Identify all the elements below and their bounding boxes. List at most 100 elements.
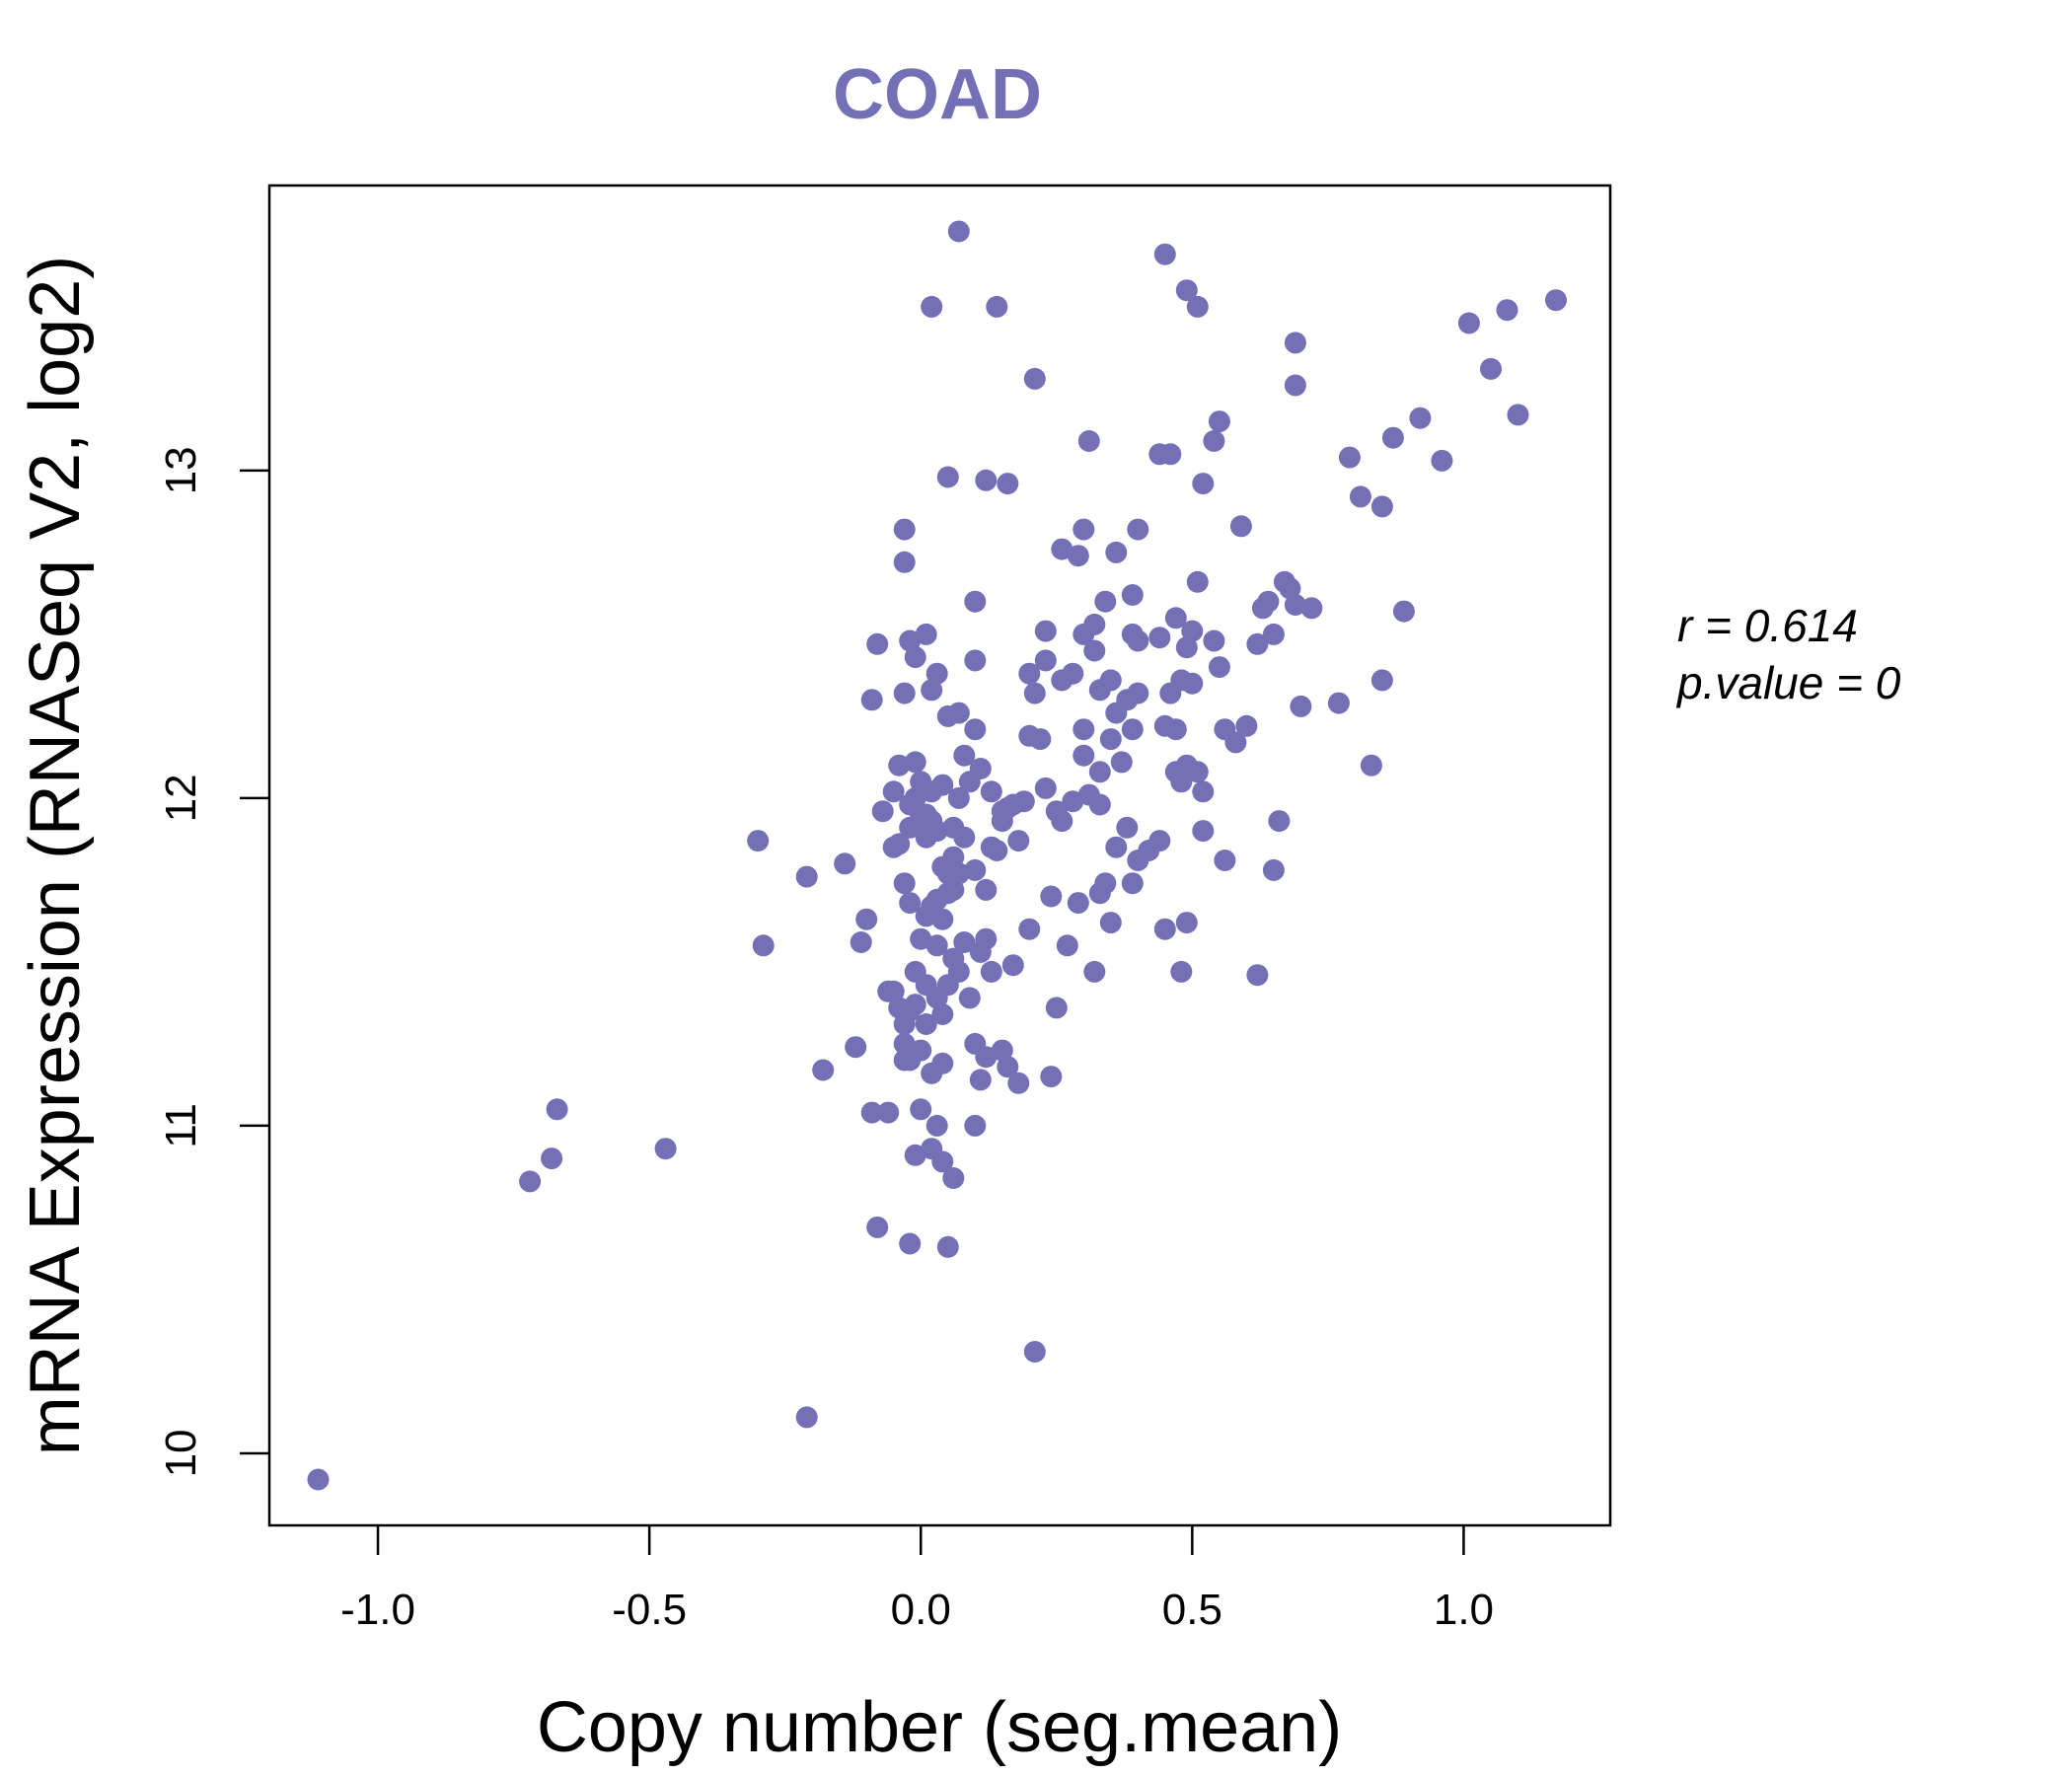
data-point-214	[893, 1013, 916, 1035]
data-point-30	[893, 682, 916, 704]
x-axis: -1.0 -0.5 0.0 0.5 1.0	[340, 1525, 1494, 1634]
data-point-158	[1203, 629, 1225, 652]
data-point-139	[1121, 584, 1144, 606]
data-point-81	[1214, 850, 1236, 871]
data-point-97	[969, 758, 992, 779]
data-point-22	[910, 927, 932, 950]
data-point-138	[1094, 590, 1117, 613]
data-point-113	[1023, 682, 1046, 704]
data-point-117	[1034, 777, 1057, 799]
data-point-110	[964, 649, 987, 672]
data-point-128	[1121, 718, 1144, 741]
data-point-66	[1067, 892, 1089, 915]
data-point-245	[925, 1114, 948, 1137]
data-point-24	[893, 872, 916, 895]
data-point-51	[953, 931, 976, 953]
y-axis-label: mRNA Expression (RNASeq V2, log2)	[16, 256, 95, 1455]
data-point-222	[871, 800, 894, 823]
data-point-150	[1164, 607, 1187, 629]
data-point-187	[1208, 410, 1230, 433]
data-point-36	[893, 551, 916, 573]
data-point-112	[1018, 662, 1041, 685]
data-point-104	[953, 744, 976, 767]
data-point-202	[1349, 485, 1371, 508]
data-point-102	[942, 816, 965, 839]
data-point-54	[969, 1069, 992, 1091]
data-point-55	[975, 1046, 998, 1069]
data-point-14	[855, 908, 878, 930]
data-point-123	[1073, 744, 1095, 767]
data-point-28	[904, 751, 926, 774]
data-point-199	[1284, 332, 1306, 354]
x-tick-label: 0.0	[891, 1586, 951, 1634]
x-tick-label: 1.0	[1434, 1586, 1494, 1634]
data-point-35	[915, 623, 937, 645]
data-point-196	[1153, 243, 1176, 265]
data-point-60	[1045, 997, 1068, 1019]
data-point-29	[888, 754, 911, 777]
data-point-156	[1186, 761, 1209, 783]
data-point-122	[1088, 793, 1111, 816]
data-point-17	[877, 1101, 900, 1124]
data-point-38	[910, 1098, 932, 1121]
x-tick-label: -0.5	[612, 1586, 687, 1634]
data-point-82	[1246, 964, 1269, 987]
data-point-184	[1159, 443, 1182, 466]
data-point-200	[1284, 374, 1306, 397]
data-point-62	[1001, 954, 1024, 977]
data-point-126	[1099, 728, 1122, 751]
data-point-169	[1284, 594, 1306, 616]
data-point-78	[1170, 960, 1193, 983]
data-point-2	[1023, 1341, 1046, 1363]
data-point-94	[1007, 830, 1030, 852]
data-point-58	[1007, 1072, 1030, 1094]
data-point-71	[1105, 836, 1128, 858]
data-point-231	[975, 927, 998, 950]
data-point-61	[980, 960, 1002, 983]
data-point-240	[921, 780, 943, 803]
data-point-246	[964, 1114, 987, 1137]
data-point-171	[1300, 597, 1323, 620]
data-point-70	[1099, 912, 1122, 934]
data-point-95	[947, 786, 970, 809]
data-point-10	[812, 1059, 835, 1081]
y-axis: 10 11 12 13	[157, 446, 269, 1477]
data-point-151	[1175, 636, 1198, 659]
data-point-198	[1186, 295, 1209, 318]
data-point-16	[866, 1216, 889, 1238]
data-point-6	[654, 1138, 677, 1160]
data-point-178	[1073, 518, 1095, 541]
data-point-79	[1175, 912, 1198, 934]
data-point-119	[1051, 810, 1073, 833]
data-point-177	[1067, 545, 1089, 567]
data-point-206	[1431, 449, 1453, 472]
data-point-216	[915, 974, 937, 997]
data-point-107	[936, 704, 959, 727]
y-tick-label: 11	[157, 1103, 205, 1148]
data-point-210	[1507, 404, 1529, 426]
data-point-209	[1496, 299, 1518, 322]
data-point-239	[904, 786, 926, 809]
data-point-159	[1208, 656, 1230, 679]
data-point-190	[936, 466, 959, 488]
data-point-175	[1392, 600, 1415, 623]
data-point-191	[975, 469, 998, 491]
data-point-63	[1018, 918, 1041, 940]
data-point-12	[845, 1036, 867, 1059]
data-point-188	[1077, 430, 1100, 452]
data-point-149	[1148, 627, 1171, 649]
data-point-221	[882, 836, 905, 858]
data-point-242	[991, 810, 1013, 833]
data-point-57	[997, 1056, 1019, 1078]
data-point-189	[1023, 367, 1046, 390]
data-point-33	[899, 629, 922, 652]
data-point-76	[1148, 830, 1171, 852]
data-point-72	[1116, 816, 1139, 839]
data-point-195	[947, 220, 970, 243]
data-point-176	[1051, 538, 1073, 560]
data-point-205	[1409, 407, 1432, 429]
data-point-4	[541, 1147, 563, 1170]
data-point-1	[795, 1406, 818, 1429]
data-point-125	[1088, 761, 1111, 783]
data-point-64	[1040, 885, 1063, 908]
